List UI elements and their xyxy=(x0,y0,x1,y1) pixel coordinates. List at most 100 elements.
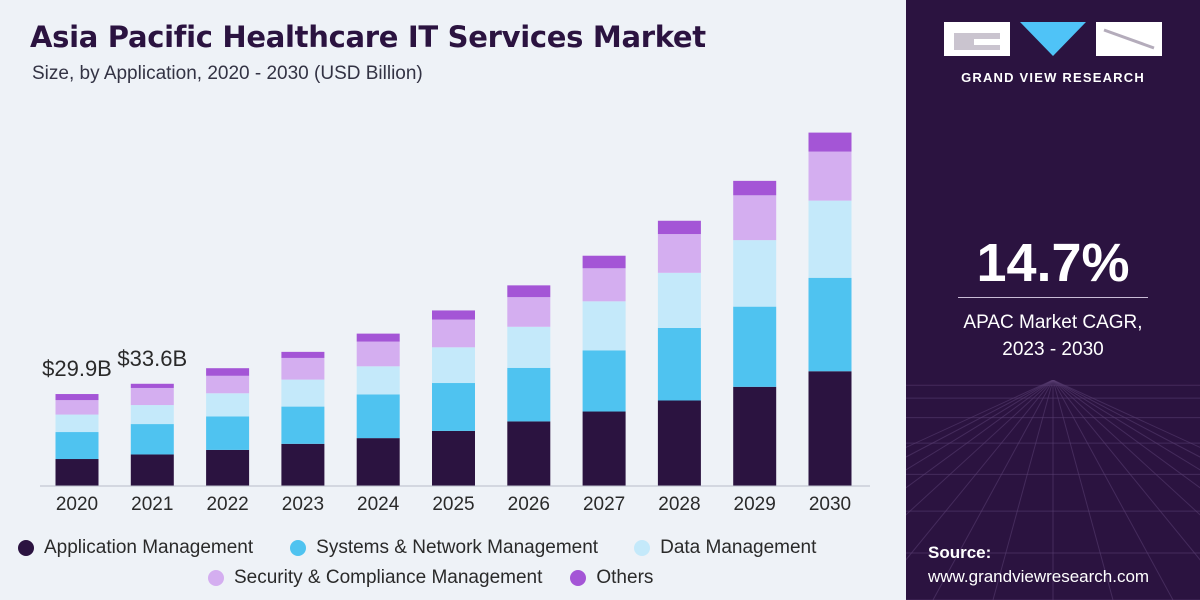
brand-name: GRAND VIEW RESEARCH xyxy=(961,70,1145,85)
chart-title: Asia Pacific Healthcare IT Services Mark… xyxy=(30,20,706,54)
bar-segment-2026-series-1 xyxy=(507,367,551,422)
x-tick-label: 2025 xyxy=(432,494,474,515)
bar-segment-2028-series-0 xyxy=(657,400,701,486)
bar-segment-2030-series-2 xyxy=(808,200,852,278)
chart-legend: Application Management Systems & Network… xyxy=(18,533,903,593)
x-tick-label: 2022 xyxy=(206,494,248,515)
bar-segment-2026-series-2 xyxy=(507,326,551,368)
x-tick-label: 2020 xyxy=(56,494,98,515)
chart-subtitle: Size, by Application, 2020 - 2030 (USD B… xyxy=(32,63,423,84)
legend-label: Data Management xyxy=(660,537,817,558)
x-tick-label: 2030 xyxy=(809,494,851,515)
bar-segment-2028-series-3 xyxy=(657,234,701,273)
legend-row-2: Security & Compliance Management Others xyxy=(18,563,903,593)
bar-segment-2024-series-2 xyxy=(356,366,400,395)
bar-segment-2027-series-2 xyxy=(582,301,626,351)
x-tick-label: 2024 xyxy=(357,494,400,515)
bar-segment-2026-series-3 xyxy=(507,297,551,327)
legend-label: Others xyxy=(596,567,654,588)
data-label-2021: $33.6B xyxy=(117,346,187,371)
bar-segment-2025-series-0 xyxy=(432,430,475,486)
bar-segment-2022-series-0 xyxy=(206,449,250,486)
legend-row-1: Application Management Systems & Network… xyxy=(18,533,903,563)
bar-segment-2022-series-3 xyxy=(206,375,250,394)
bar-segment-2029-series-4 xyxy=(733,180,777,196)
bar-segment-2025-series-1 xyxy=(432,383,475,431)
legend-label: Systems & Network Management xyxy=(316,537,599,558)
bar-segment-2021-series-3 xyxy=(130,387,174,406)
bar-segment-2030-series-4 xyxy=(808,132,852,152)
bar-segment-2023-series-1 xyxy=(281,406,325,444)
bar-segment-2027-series-1 xyxy=(582,350,626,412)
bar-segment-2029-series-3 xyxy=(733,195,777,241)
side-panel: GRAND VIEW RESEARCH 14.7% APAC Market CA… xyxy=(906,0,1200,600)
bar-segment-2026-series-4 xyxy=(507,285,551,298)
bar-segment-2028-series-2 xyxy=(657,272,701,328)
bar-segment-2028-series-1 xyxy=(657,327,701,401)
bar-segment-2027-series-3 xyxy=(582,268,626,302)
bar-segment-2021-series-2 xyxy=(130,405,174,425)
bar-segment-2023-series-0 xyxy=(281,443,325,486)
x-tick-label: 2021 xyxy=(131,494,173,515)
chart-panel: Asia Pacific Healthcare IT Services Mark… xyxy=(18,20,903,593)
x-tick-label: 2026 xyxy=(508,494,550,515)
bar-segment-2020-series-2 xyxy=(55,414,99,433)
bar-segment-2023-series-3 xyxy=(281,357,325,380)
bar-segment-2029-series-0 xyxy=(733,386,777,486)
legend-item-data-management: Data Management xyxy=(634,537,816,559)
bar-segment-2020-series-0 xyxy=(55,459,99,486)
bar-segment-2023-series-2 xyxy=(281,379,325,407)
bar-segment-2030-series-3 xyxy=(808,151,852,201)
x-tick-label: 2028 xyxy=(658,494,700,515)
bar-segment-2022-series-4 xyxy=(206,368,250,376)
legend-item-systems-network-management: Systems & Network Management xyxy=(290,537,598,559)
bar-segment-2020-series-3 xyxy=(55,400,99,415)
cagr-label-line-1: APAC Market CAGR, xyxy=(963,312,1143,333)
divider xyxy=(958,297,1148,298)
cagr-label: APAC Market CAGR, 2023 - 2030 xyxy=(906,309,1200,363)
stacked-bar-chart: 2020 2021 2022 2023 2024 2025 2026 2027 2028 2029… xyxy=(40,132,870,515)
bar-segment-2030-series-1 xyxy=(808,277,852,372)
bar-segment-2029-series-1 xyxy=(733,306,777,387)
bar-segment-2029-series-2 xyxy=(733,240,777,307)
legend-label: Security & Compliance Management xyxy=(234,567,543,588)
decorative-grid xyxy=(906,380,1200,600)
bar-segment-2024-series-1 xyxy=(356,394,400,439)
source-label: Source: xyxy=(928,543,992,562)
bar-segment-2026-series-0 xyxy=(507,421,551,486)
bar-segment-2025-series-3 xyxy=(432,319,475,348)
bar-segment-2022-series-2 xyxy=(206,393,250,417)
bar-segment-2027-series-4 xyxy=(582,255,626,269)
bar-segment-2021-series-4 xyxy=(130,383,174,388)
bar-segment-2025-series-2 xyxy=(432,347,475,384)
grand-view-research-logo xyxy=(944,22,1162,56)
legend-marker xyxy=(290,540,307,556)
bar-segment-2024-series-3 xyxy=(356,341,400,367)
legend-item-others: Others xyxy=(570,567,653,589)
legend-marker xyxy=(570,570,587,586)
bar-segment-2023-series-4 xyxy=(281,351,325,358)
bar-segment-2022-series-1 xyxy=(206,416,250,450)
bar-segment-2020-series-1 xyxy=(55,432,99,460)
bar-segment-2024-series-4 xyxy=(356,333,400,342)
x-tick-label: 2023 xyxy=(282,494,324,515)
source-url: www.grandviewresearch.com xyxy=(928,567,1150,586)
cagr-label-line-2: 2023 - 2030 xyxy=(1002,339,1104,360)
bar-segment-2021-series-1 xyxy=(130,424,174,455)
cagr-value: 14.7% xyxy=(976,233,1130,293)
bar-segment-2024-series-0 xyxy=(356,438,400,486)
bar-segment-2021-series-0 xyxy=(130,454,174,486)
bar-segment-2030-series-0 xyxy=(808,371,852,486)
legend-item-application-management: Application Management xyxy=(18,537,253,559)
bar-segment-2027-series-0 xyxy=(582,411,626,486)
x-tick-label: 2029 xyxy=(734,494,776,515)
legend-marker xyxy=(208,570,224,586)
bar-segment-2028-series-4 xyxy=(657,220,701,235)
legend-item-security-compliance-management: Security & Compliance Management xyxy=(208,567,542,589)
data-label-2020: $29.9B xyxy=(42,356,112,381)
legend-marker xyxy=(634,540,651,556)
x-tick-label: 2027 xyxy=(583,494,625,515)
legend-label: Application Management xyxy=(44,537,254,558)
bar-segment-2025-series-4 xyxy=(432,310,475,320)
legend-marker xyxy=(18,540,34,556)
